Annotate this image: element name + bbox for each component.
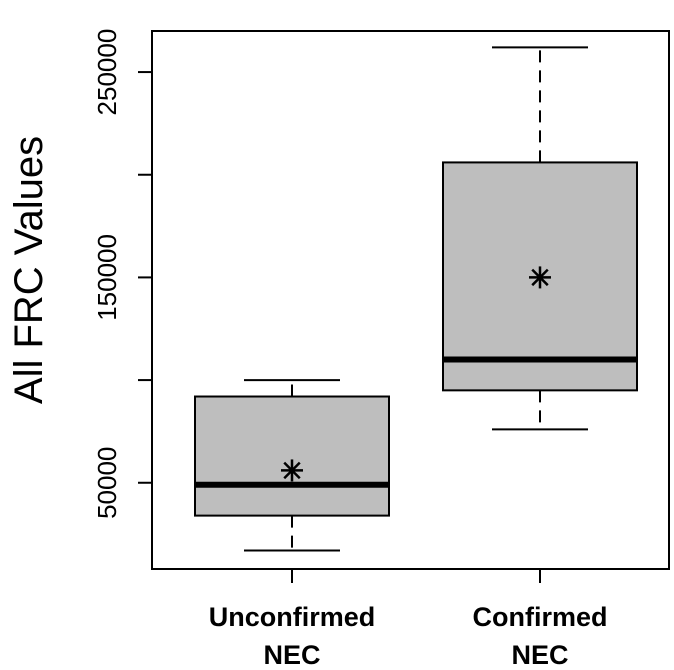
boxes-layer <box>194 46 638 552</box>
x-axis: Unconfirmed NEC Confirmed NEC <box>209 569 608 670</box>
mean-marker <box>281 459 303 482</box>
y-tick-label: 250000 <box>92 29 122 116</box>
plot-frame <box>151 30 670 570</box>
x-tick-label-line2: NEC <box>263 640 320 670</box>
box-group <box>194 379 390 552</box>
iqr-box <box>194 395 390 517</box>
y-tick-label: 50000 <box>92 447 122 519</box>
x-tick-label-line2: NEC <box>511 640 568 670</box>
y-axis: 50000 150000 250000 <box>92 29 152 519</box>
box-group <box>442 46 638 431</box>
y-tick-label: 150000 <box>92 234 122 321</box>
y-axis-label: All FRC Values <box>7 136 51 404</box>
mean-marker <box>529 266 551 289</box>
x-tick-label-line1: Confirmed <box>473 602 608 632</box>
x-tick-label-line1: Unconfirmed <box>209 602 376 632</box>
